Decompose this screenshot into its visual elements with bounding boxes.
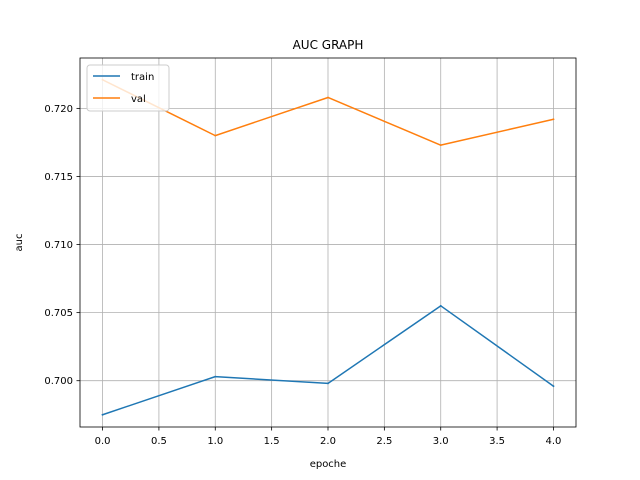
data-point-val	[327, 96, 329, 99]
x-axis-label: epoche	[310, 459, 347, 470]
legend-label-train: train	[131, 72, 154, 83]
y-axis-ticks: 0.700 0.705 0.710 0.715 0.720	[44, 104, 80, 387]
x-tick-label: 3.0	[433, 436, 449, 447]
x-tick-label: 2.0	[320, 436, 336, 447]
legend-label-val: val	[131, 94, 146, 105]
data-point-train	[552, 385, 555, 388]
chart-title: AUC GRAPH	[293, 38, 364, 52]
y-tick-label: 0.705	[44, 308, 73, 319]
x-tick-label: 2.5	[376, 436, 392, 447]
data-point-train	[327, 382, 329, 385]
data-point-val	[552, 118, 555, 121]
y-tick-label: 0.710	[44, 240, 73, 251]
data-point-train	[214, 375, 217, 378]
x-tick-label: 3.5	[489, 436, 505, 447]
data-point-train	[101, 413, 104, 416]
data-point-val	[439, 144, 442, 147]
legend: train val	[86, 64, 170, 112]
y-axis-label: auc	[14, 234, 25, 252]
x-tick-label: 0.0	[95, 436, 111, 447]
legend-box	[86, 64, 170, 112]
x-tick-label: 1.0	[207, 436, 223, 447]
x-axis-ticks: 0.0 0.5 1.0 1.5 2.0 2.5 3.0 3.5 4.0	[95, 427, 562, 447]
y-tick-label: 0.720	[44, 104, 73, 115]
data-point-train	[439, 304, 442, 307]
x-tick-label: 0.5	[151, 436, 167, 447]
data-point-val	[214, 134, 217, 137]
y-tick-label: 0.715	[44, 172, 73, 183]
y-tick-label: 0.700	[44, 376, 73, 387]
x-tick-label: 1.5	[264, 436, 280, 447]
x-tick-label: 4.0	[546, 436, 562, 447]
